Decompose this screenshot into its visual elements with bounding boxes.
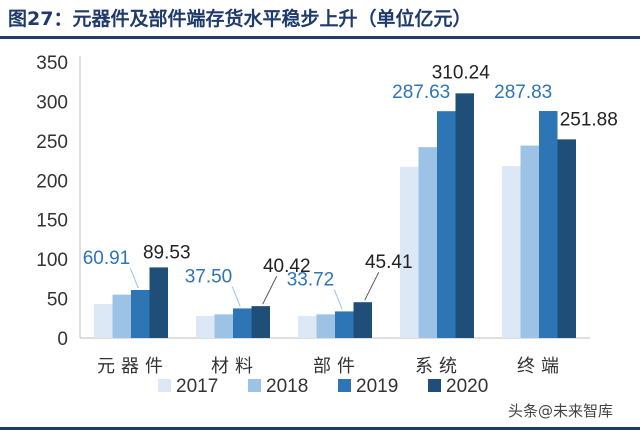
legend-swatch-2020	[428, 379, 441, 392]
legend-label-2017: 2017	[176, 376, 218, 397]
legend-swatch-2019	[338, 379, 351, 392]
x-tick-label: 材料	[211, 356, 259, 377]
legend-label-2020: 2020	[446, 376, 488, 397]
leader-line	[262, 275, 278, 305]
bar-2019-0	[131, 289, 150, 338]
bar-2019-2	[335, 311, 354, 338]
bar-2017-1	[196, 315, 215, 338]
x-tick-label: 部件	[313, 356, 361, 377]
bar-2017-0	[94, 304, 113, 338]
bar-2018-3	[418, 147, 437, 338]
leader-line	[231, 286, 241, 307]
data-label: 310.24	[432, 62, 491, 83]
data-label: 60.91	[83, 248, 131, 269]
legend-label-2019: 2019	[356, 376, 398, 397]
leader-line	[129, 267, 139, 289]
bar-2019-3	[437, 111, 456, 338]
bar-2019-4	[539, 111, 558, 338]
bar-2020-1	[251, 306, 270, 338]
data-label: 89.53	[143, 242, 191, 263]
x-tick-label: 终端	[517, 356, 565, 377]
data-label: 251.88	[560, 109, 618, 130]
bar-2018-4	[520, 145, 539, 338]
title-divider	[0, 36, 640, 39]
y-tick-label: 250	[36, 132, 68, 153]
bar-2020-0	[149, 267, 168, 338]
leader-line	[333, 289, 343, 310]
y-tick-label: 350	[36, 53, 68, 74]
data-label: 287.63	[392, 82, 450, 103]
y-tick-label: 200	[36, 171, 68, 192]
y-tick-label: 100	[36, 250, 68, 271]
legend-swatch-2017	[158, 379, 171, 392]
bar-2020-2	[353, 302, 372, 338]
x-tick-label: 系统	[415, 356, 463, 377]
x-tick-label: 元器件	[97, 356, 169, 377]
y-tick-label: 300	[36, 92, 68, 113]
bar-2018-0	[112, 294, 131, 338]
data-label: 33.72	[287, 269, 335, 290]
y-tick-label: 150	[36, 211, 68, 232]
bottom-divider	[0, 427, 640, 430]
data-label: 287.83	[494, 82, 552, 103]
watermark-text: 头条@未来智库	[508, 402, 614, 420]
bar-2020-3	[455, 93, 474, 338]
bar-2020-4	[557, 139, 576, 338]
y-tick-label: 0	[57, 329, 68, 350]
legend-label-2018: 2018	[266, 376, 308, 397]
bar-2017-4	[502, 166, 521, 338]
y-tick-label: 50	[47, 290, 68, 311]
data-label: 40.42	[263, 256, 311, 277]
bar-2019-1	[233, 308, 252, 338]
bar-2018-2	[316, 314, 335, 338]
bar-2018-1	[214, 314, 233, 338]
legend-swatch-2018	[248, 379, 261, 392]
leader-line	[364, 271, 380, 301]
chart-title: 图27：元器件及部件端存货水平稳步上升（单位亿元）	[8, 8, 472, 30]
data-label: 37.50	[185, 266, 233, 287]
data-label: 45.41	[365, 252, 413, 273]
bar-2017-3	[400, 166, 419, 338]
bar-2017-2	[298, 315, 317, 338]
